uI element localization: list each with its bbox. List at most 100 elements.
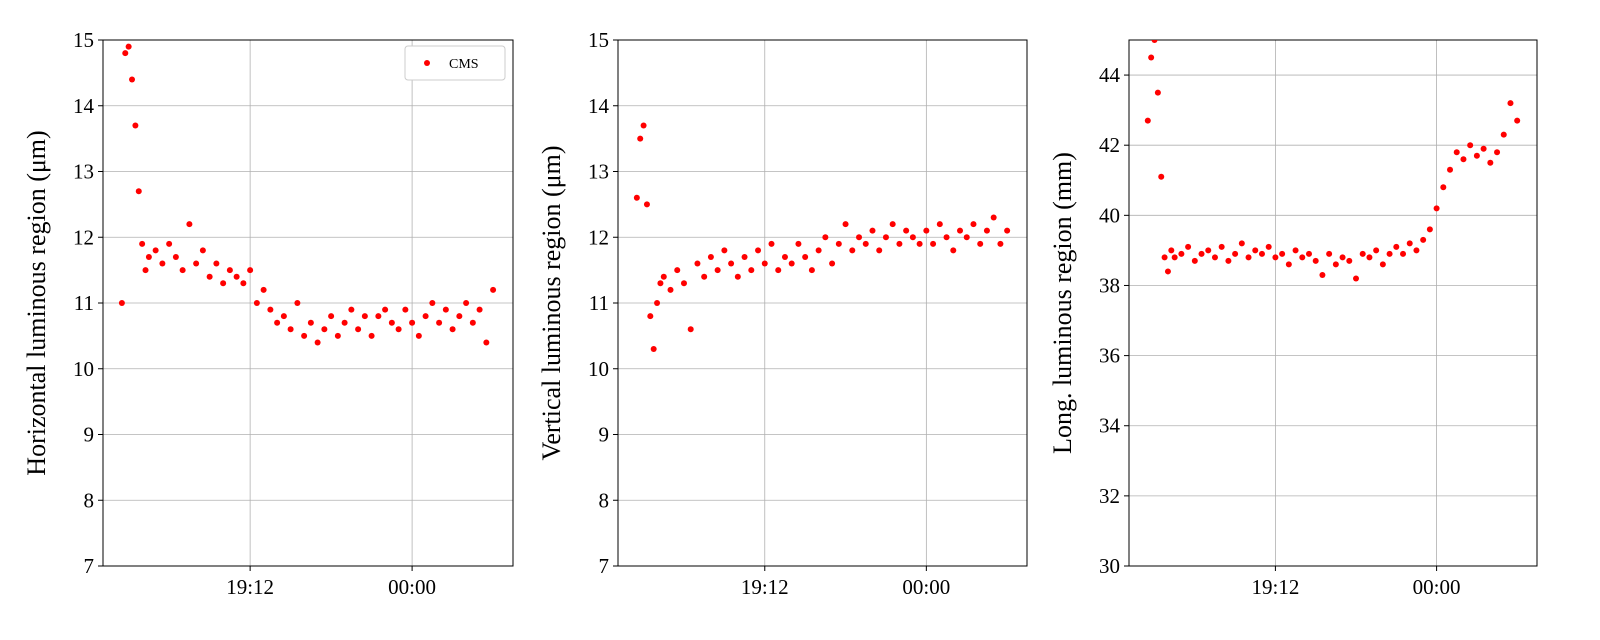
point [802, 253, 809, 260]
point [701, 273, 708, 280]
y-tick-label: 10 [73, 357, 94, 381]
y-tick-label: 11 [589, 291, 609, 315]
point [132, 122, 139, 129]
point [876, 247, 883, 254]
point [1218, 243, 1225, 250]
point [213, 260, 220, 267]
point [334, 332, 341, 339]
y-tick-label: 14 [73, 94, 95, 118]
point [643, 201, 650, 208]
point [950, 247, 957, 254]
y-tick-label: 36 [1099, 344, 1120, 368]
point [903, 227, 910, 234]
point [395, 326, 402, 333]
y-tick-label: 13 [73, 160, 94, 184]
point [1467, 142, 1474, 149]
y-tick-label: 12 [588, 225, 609, 249]
legend-label: CMS [449, 57, 479, 72]
point [409, 319, 416, 326]
point [1473, 152, 1480, 159]
point [1279, 250, 1286, 257]
points [633, 122, 1011, 353]
point [856, 234, 863, 241]
point [1507, 100, 1514, 107]
x-tick-label: 19:12 [741, 575, 789, 599]
point [680, 280, 687, 287]
point [1245, 254, 1252, 261]
y-tick-label: 8 [599, 488, 610, 512]
plot-area [102, 39, 514, 567]
y-tick-label: 7 [84, 554, 95, 578]
point [422, 313, 429, 320]
point [1211, 254, 1218, 261]
point [647, 313, 654, 320]
point [1178, 250, 1185, 257]
point [1366, 254, 1373, 261]
y-tick-label: 7 [599, 554, 610, 578]
point [388, 319, 395, 326]
point [240, 280, 247, 287]
point [957, 227, 964, 234]
point [916, 240, 923, 247]
point [375, 313, 382, 320]
point [936, 221, 943, 228]
point [849, 247, 856, 254]
point [220, 280, 227, 287]
point [1305, 250, 1312, 257]
y-tick-label: 38 [1099, 273, 1120, 297]
point [829, 260, 836, 267]
point [728, 260, 735, 267]
points [1144, 40, 1521, 282]
point [206, 273, 213, 280]
y-axis-label: Vertical luminous region (μm) [537, 145, 566, 460]
point [139, 240, 146, 247]
point [1158, 173, 1165, 180]
point [1185, 243, 1192, 250]
point [429, 300, 436, 306]
y-axis-label: Horizontal luminous region (μm) [22, 130, 51, 475]
point [748, 267, 755, 274]
point [1232, 250, 1239, 257]
point [1359, 250, 1366, 257]
point [835, 240, 842, 247]
point [1168, 247, 1175, 254]
point [199, 247, 206, 254]
point [1353, 275, 1360, 282]
point [348, 306, 355, 313]
point [997, 240, 1004, 247]
point [321, 326, 328, 333]
point [808, 267, 815, 274]
y-tick-label: 30 [1099, 554, 1120, 578]
point [882, 234, 889, 241]
point [1426, 226, 1433, 233]
point [382, 306, 389, 313]
point [768, 240, 775, 247]
point [355, 326, 362, 333]
point [449, 326, 456, 333]
point [1406, 240, 1413, 247]
point [869, 227, 876, 234]
point [166, 240, 173, 247]
point [1373, 247, 1380, 254]
point [633, 194, 640, 201]
point [889, 221, 896, 228]
x-tick-label: 00:00 [1413, 575, 1461, 599]
point [125, 43, 132, 50]
point [970, 221, 977, 228]
point [260, 286, 267, 293]
legend-marker [424, 60, 430, 66]
y-tick-label: 12 [73, 225, 94, 249]
point [1238, 240, 1245, 247]
subplot: 7 8 9 10 11 12 13 14 15 19:12 00:00 Vertical lumino… [537, 28, 1028, 599]
point [328, 313, 335, 320]
plot-area [1128, 39, 1538, 567]
point [280, 313, 287, 320]
point [1198, 250, 1205, 257]
point [775, 267, 782, 274]
point [1413, 247, 1420, 254]
point [1292, 247, 1299, 254]
y-tick-label: 8 [84, 488, 95, 512]
point [983, 227, 990, 234]
point [135, 188, 142, 195]
